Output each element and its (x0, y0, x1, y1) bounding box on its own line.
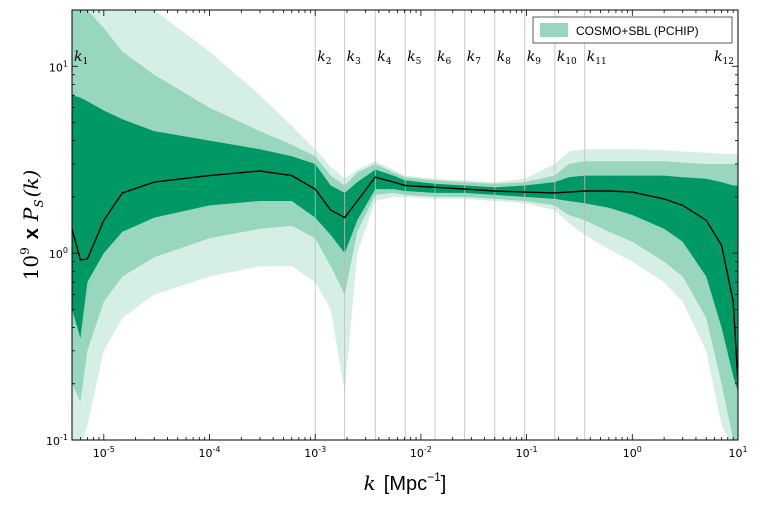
x-tick-base: 10 (93, 447, 107, 460)
knot-label-12: k12 (714, 49, 734, 67)
y-axis-base: 10 (19, 255, 43, 280)
knot-label-k-8: k (497, 49, 505, 65)
knot-label-k-10: k (557, 49, 565, 65)
knot-label-k-5: k (407, 49, 415, 65)
x-tick-label: 10-4 (199, 445, 221, 460)
knot-label-sub-1: 1 (82, 57, 88, 67)
knot-label-sub-7: 7 (475, 57, 481, 67)
knot-label-4: k4 (377, 49, 391, 67)
knot-label-6: k6 (437, 49, 451, 67)
y-tick-label: 10-1 (46, 433, 68, 448)
knot-label-k-9: k (527, 49, 535, 65)
y-tick-exponent: 0 (63, 246, 68, 255)
x-tick-label: 101 (728, 445, 747, 460)
y-axis-subscript: S (32, 199, 46, 207)
knot-label-sub-5: 5 (416, 57, 422, 67)
y-tick-label: 101 (49, 59, 68, 74)
knot-label-k-6: k (437, 49, 445, 65)
x-tick-exponent: -2 (424, 445, 432, 454)
y-axis-title: 109 xPS(k) (18, 170, 46, 281)
legend: COSMO+SBL (PCHIP) (532, 16, 733, 44)
knot-label-k-12: k (714, 49, 722, 65)
band-outer (72, 10, 738, 440)
x-tick-exponent: 1 (742, 445, 747, 454)
median-curve-group (72, 170, 738, 384)
x-tick-base: 10 (516, 447, 530, 460)
x-axis-unit: [Mpc (384, 473, 427, 495)
x-tick-exponent: -4 (213, 445, 221, 454)
y-axis-exponent: 9 (18, 247, 32, 255)
knot-label-sub-10: 10 (565, 57, 577, 67)
x-tick-base: 10 (199, 447, 213, 460)
knot-label-2: k2 (317, 49, 331, 67)
knot-label-11: k11 (587, 49, 607, 67)
x-tick-exponent: 0 (637, 445, 642, 454)
knot-label-k-1: k (74, 49, 82, 65)
y-axis-times: x (21, 228, 43, 239)
knot-label-3: k3 (347, 49, 361, 67)
knot-lines (314, 10, 586, 440)
x-tick-label: 10-1 (516, 445, 538, 460)
knot-label-k-2: k (317, 49, 325, 65)
median-line (72, 170, 738, 384)
knot-label-10: k10 (557, 49, 577, 67)
knot-label-sub-6: 6 (446, 57, 452, 67)
x-tick-label: 100 (623, 445, 642, 460)
x-tick-exponent: -5 (107, 445, 115, 454)
knot-labels: k1 k2 k3 k4 k5 k6 k7 k8 k9 k10 k11 k12 (74, 49, 734, 67)
knot-label-k-11: k (587, 49, 595, 65)
x-tick-label: 10-5 (93, 445, 115, 460)
knot-label-5: k5 (407, 49, 421, 67)
y-tick-base: 10 (49, 61, 63, 74)
knot-label-k-7: k (467, 49, 475, 65)
knot-label-1: k1 (74, 49, 88, 67)
y-tick-base: 10 (49, 248, 63, 261)
x-axis-unit-exponent: −1 (427, 470, 441, 484)
y-axis-variable: P (19, 207, 43, 222)
legend-swatch (540, 23, 568, 37)
y-tick-base: 10 (46, 435, 60, 448)
knot-label-sub-9: 9 (535, 57, 541, 67)
knot-label-9: k9 (527, 49, 541, 67)
knot-label-8: k8 (497, 49, 511, 67)
band-inner (72, 95, 738, 393)
y-tick-exponent: 1 (63, 59, 68, 68)
x-tick-exponent: -3 (318, 445, 326, 454)
x-axis-unit-close: ] (441, 473, 447, 495)
y-axis-argument: (k) (19, 170, 43, 198)
knot-label-sub-8: 8 (505, 57, 511, 67)
x-axis-title: k [Mpc−1] (364, 470, 447, 495)
x-tick-base: 10 (728, 447, 742, 460)
knot-label-k-4: k (377, 49, 385, 65)
knot-label-sub-12: 12 (723, 57, 734, 67)
x-tick-base: 10 (304, 447, 318, 460)
x-tick-exponent: -1 (530, 445, 538, 454)
knot-label-sub-2: 2 (326, 57, 332, 67)
x-tick-label: 10-3 (304, 445, 326, 460)
y-tick-label: 100 (49, 246, 68, 261)
x-tick-label: 10-2 (410, 445, 432, 460)
legend-label: COSMO+SBL (PCHIP) (576, 24, 699, 38)
x-axis-variable: k (364, 471, 376, 495)
knot-label-sub-3: 3 (355, 57, 361, 67)
x-tick-base: 10 (623, 447, 637, 460)
confidence-bands (72, 10, 738, 440)
knot-label-sub-11: 11 (595, 57, 606, 67)
band-middle (72, 10, 738, 440)
plot-frame (71, 9, 739, 441)
knot-label-7: k7 (467, 49, 481, 67)
knot-label-k-3: k (347, 49, 355, 65)
y-tick-exponent: -1 (60, 433, 68, 442)
x-tick-base: 10 (410, 447, 424, 460)
knot-label-sub-4: 4 (386, 57, 392, 67)
